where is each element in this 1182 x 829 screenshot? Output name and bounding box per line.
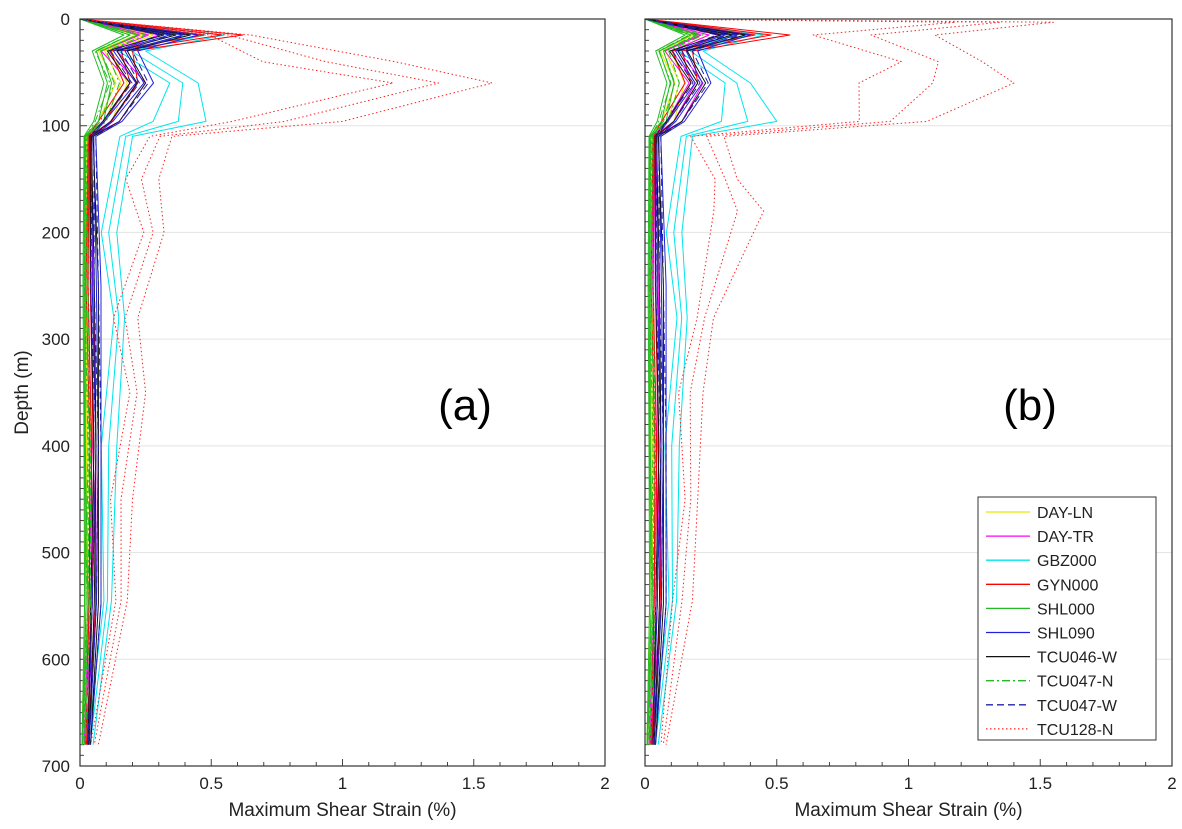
legend-entry: TCU046-W (1037, 650, 1118, 667)
series-line-shl090 (644, 18, 726, 745)
series-line-tcu047-w (644, 18, 728, 745)
legend-entry: DAY-LN (1037, 505, 1093, 522)
series-line-tcu047-n (644, 18, 690, 745)
x-tick-label: 0 (640, 774, 649, 793)
series-line-day-tr (79, 18, 160, 745)
panel-label: (b) (1003, 381, 1057, 430)
series-line-tcu128-n (644, 18, 956, 745)
series-line-shl000 (79, 18, 125, 745)
y-tick-label: 0 (61, 10, 70, 29)
series-line-shl000 (644, 18, 686, 745)
series-line-tcu046-w (644, 18, 733, 745)
series-line-tcu128-n (79, 18, 394, 745)
legend-entry: SHL090 (1037, 626, 1095, 643)
series-line-tcu047-w (79, 18, 172, 745)
x-tick-label: 2 (600, 774, 609, 793)
legend-box (977, 496, 1157, 741)
y-axis-label: Depth (m) (12, 350, 33, 434)
series-line-shl090 (79, 18, 171, 745)
series-group (79, 18, 493, 745)
series-line-tcu047-w (79, 18, 186, 745)
x-axis-label: Maximum Shear Strain (%) (228, 800, 456, 821)
legend: DAY-LN DAY-TR GBZ000 GYN000 SHL000 SHL090 TCU0… (977, 496, 1157, 741)
series-line-tcu047-n (79, 18, 147, 745)
chart-panel-b: 0 0.5 1 1.5 2 Maximum Shear Strain (%) (b) DAY-… (640, 18, 1177, 821)
series-line-shl000 (79, 18, 139, 745)
legend-entry: TCU047-W (1037, 698, 1118, 715)
plot-frame (644, 18, 1173, 767)
plot-frame (79, 18, 606, 767)
legend-entry: TCU047-N (1037, 674, 1113, 691)
series-line-tcu047-w (644, 18, 718, 745)
series-line-shl000 (644, 18, 692, 745)
chart-panel-a: 0 0.5 1 1.5 2 0 100 200 300 400 500 600 700 Maximum S… (12, 10, 610, 821)
series-line-shl090 (644, 18, 738, 745)
legend-entry: GBZ000 (1037, 553, 1097, 570)
series-line-tcu128-n (79, 18, 493, 745)
x-tick-label: 0.5 (199, 774, 223, 793)
series-line-tcu128-n (79, 18, 439, 745)
y-tick-label: 300 (42, 330, 70, 349)
series-line-day-tr (79, 18, 149, 745)
series-line-tcu047-n (79, 18, 131, 745)
y-tick-label: 400 (42, 437, 70, 456)
series-line-tcu047-n (79, 18, 138, 745)
y-tick-label: 700 (42, 757, 70, 776)
series-line-tcu046-w (79, 18, 177, 745)
series-line-tcu128-n (644, 18, 1001, 745)
x-tick-label: 0.5 (765, 774, 789, 793)
series-line-tcu128-n (644, 18, 1054, 745)
x-tick-label: 1.5 (1028, 774, 1052, 793)
series-group (644, 18, 1054, 745)
x-tick-label: 1.5 (462, 774, 486, 793)
legend-entry: TCU128-N (1037, 722, 1113, 739)
legend-entry: GYN000 (1037, 577, 1098, 594)
x-axis-label: Maximum Shear Strain (%) (794, 800, 1022, 821)
x-tick-label: 2 (1167, 774, 1176, 793)
x-tick-label: 1 (338, 774, 347, 793)
legend-entry: SHL000 (1037, 601, 1095, 618)
x-tick-label: 0 (75, 774, 84, 793)
y-tick-label: 600 (42, 650, 70, 669)
series-line-tcu047-n (644, 18, 696, 745)
y-tick-label: 100 (42, 117, 70, 136)
series-line-tcu047-n (644, 18, 704, 745)
legend-entry: DAY-TR (1037, 529, 1094, 546)
y-tick-label: 500 (42, 544, 70, 563)
panel-label: (a) (438, 381, 492, 430)
y-tick-label: 200 (42, 223, 70, 242)
series-line-tcu047-w (644, 18, 741, 745)
x-tick-label: 1 (904, 774, 913, 793)
